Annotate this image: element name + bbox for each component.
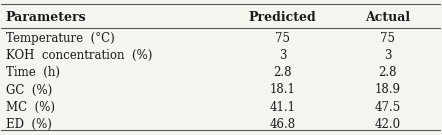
Text: MC  (%): MC (%) [6, 101, 55, 114]
Text: Parameters: Parameters [6, 11, 86, 24]
Text: KOH  concentration  (%): KOH concentration (%) [6, 49, 152, 62]
Text: 18.9: 18.9 [375, 83, 401, 97]
Text: 46.8: 46.8 [270, 118, 296, 131]
Text: 2.8: 2.8 [379, 66, 397, 79]
Text: 18.1: 18.1 [270, 83, 295, 97]
Text: Time  (h): Time (h) [6, 66, 60, 79]
Text: 3: 3 [279, 49, 286, 62]
Text: 41.1: 41.1 [270, 101, 296, 114]
Text: 3: 3 [384, 49, 392, 62]
Text: 75: 75 [275, 32, 290, 45]
Text: 75: 75 [381, 32, 396, 45]
Text: 2.8: 2.8 [273, 66, 292, 79]
Text: Predicted: Predicted [248, 11, 316, 24]
Text: Actual: Actual [366, 11, 411, 24]
Text: 47.5: 47.5 [375, 101, 401, 114]
Text: GC  (%): GC (%) [6, 83, 52, 97]
Text: Temperature  (°C): Temperature (°C) [6, 32, 114, 45]
Text: 42.0: 42.0 [375, 118, 401, 131]
Text: ED  (%): ED (%) [6, 118, 52, 131]
